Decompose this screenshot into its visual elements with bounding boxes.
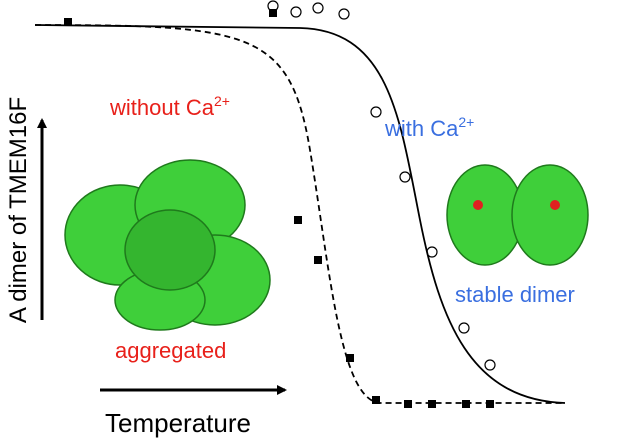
with-ca-curve xyxy=(34,24,566,404)
aggregated-structure xyxy=(64,159,271,331)
dimer-structure xyxy=(446,164,589,266)
y-axis-label: A dimer of TMEM16F xyxy=(5,97,32,323)
without-sup: 2+ xyxy=(214,93,230,109)
without-ca-curve xyxy=(34,24,565,404)
with-label: with Ca2+ xyxy=(384,114,474,141)
filled-squares xyxy=(64,9,494,408)
without-text: without Ca xyxy=(109,95,215,120)
open-circles xyxy=(267,0,496,371)
aggregated-label: aggregated xyxy=(115,338,226,363)
x-axis-label: Temperature xyxy=(105,408,251,438)
stable-label: stable dimer xyxy=(455,282,575,307)
with-sup: 2+ xyxy=(458,114,474,130)
with-text: with Ca xyxy=(384,116,459,141)
without-label: without Ca2+ xyxy=(109,93,230,120)
